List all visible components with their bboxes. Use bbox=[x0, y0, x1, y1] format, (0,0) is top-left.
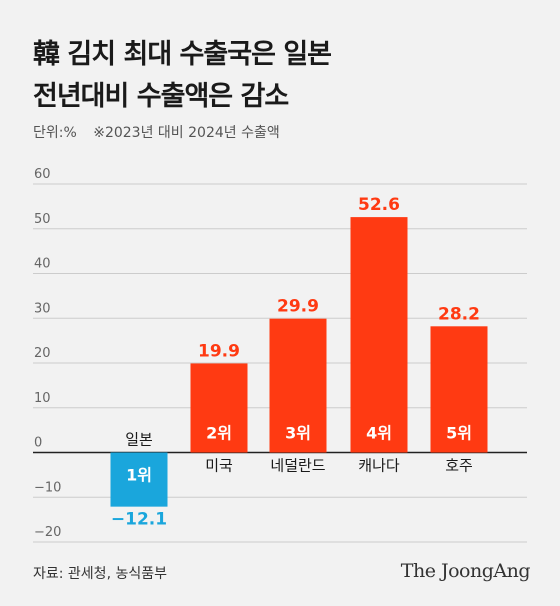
category-label: 캐나다 bbox=[358, 457, 400, 475]
data-label: −12.1 bbox=[111, 510, 167, 530]
y-tick-label: 40 bbox=[34, 257, 51, 272]
rank-label: 2위 bbox=[206, 424, 232, 443]
bar bbox=[350, 217, 408, 453]
rank-label: 5위 bbox=[446, 424, 472, 443]
y-tick-label: 50 bbox=[34, 212, 51, 227]
y-tick-label: −10 bbox=[34, 480, 61, 495]
comparison-note: ※2023년 대비 2024년 수출액 bbox=[93, 125, 280, 141]
bar bbox=[269, 318, 327, 453]
y-tick-label: 20 bbox=[34, 346, 51, 361]
bar bbox=[190, 363, 248, 453]
data-label: 28.2 bbox=[438, 304, 480, 324]
data-label: 52.6 bbox=[358, 195, 400, 215]
source-note: 자료: 관세청, 농식품부 bbox=[33, 566, 167, 582]
category-label: 일본 bbox=[125, 431, 153, 449]
category-label: 네덜란드 bbox=[270, 457, 325, 475]
chart-title: 韓 김치 최대 수출국은 일본 전년대비 수출액은 감소 bbox=[33, 34, 332, 118]
chart-subtitle: 단위:% ※2023년 대비 2024년 수출액 bbox=[33, 122, 280, 142]
bar bbox=[430, 326, 488, 453]
y-tick-label: 0 bbox=[34, 436, 42, 451]
publisher-logo: The JoongAng bbox=[400, 560, 531, 582]
rank-label: 1위 bbox=[126, 466, 152, 485]
bar bbox=[110, 452, 168, 507]
category-label: 미국 bbox=[205, 457, 233, 475]
data-label: 19.9 bbox=[198, 341, 240, 361]
y-tick-label: 60 bbox=[34, 167, 51, 182]
category-label: 호주 bbox=[445, 457, 473, 475]
data-label: 29.9 bbox=[277, 297, 319, 317]
rank-label: 4위 bbox=[366, 424, 392, 443]
title-line-2: 전년대비 수출액은 감소 bbox=[33, 81, 289, 112]
y-tick-label: 30 bbox=[34, 301, 51, 316]
unit-label: 단위:% bbox=[33, 125, 77, 141]
title-line-1: 韓 김치 최대 수출국은 일본 bbox=[33, 39, 332, 70]
y-tick-label: −20 bbox=[34, 525, 61, 540]
y-tick-label: 10 bbox=[34, 391, 51, 406]
rank-label: 3위 bbox=[285, 424, 311, 443]
